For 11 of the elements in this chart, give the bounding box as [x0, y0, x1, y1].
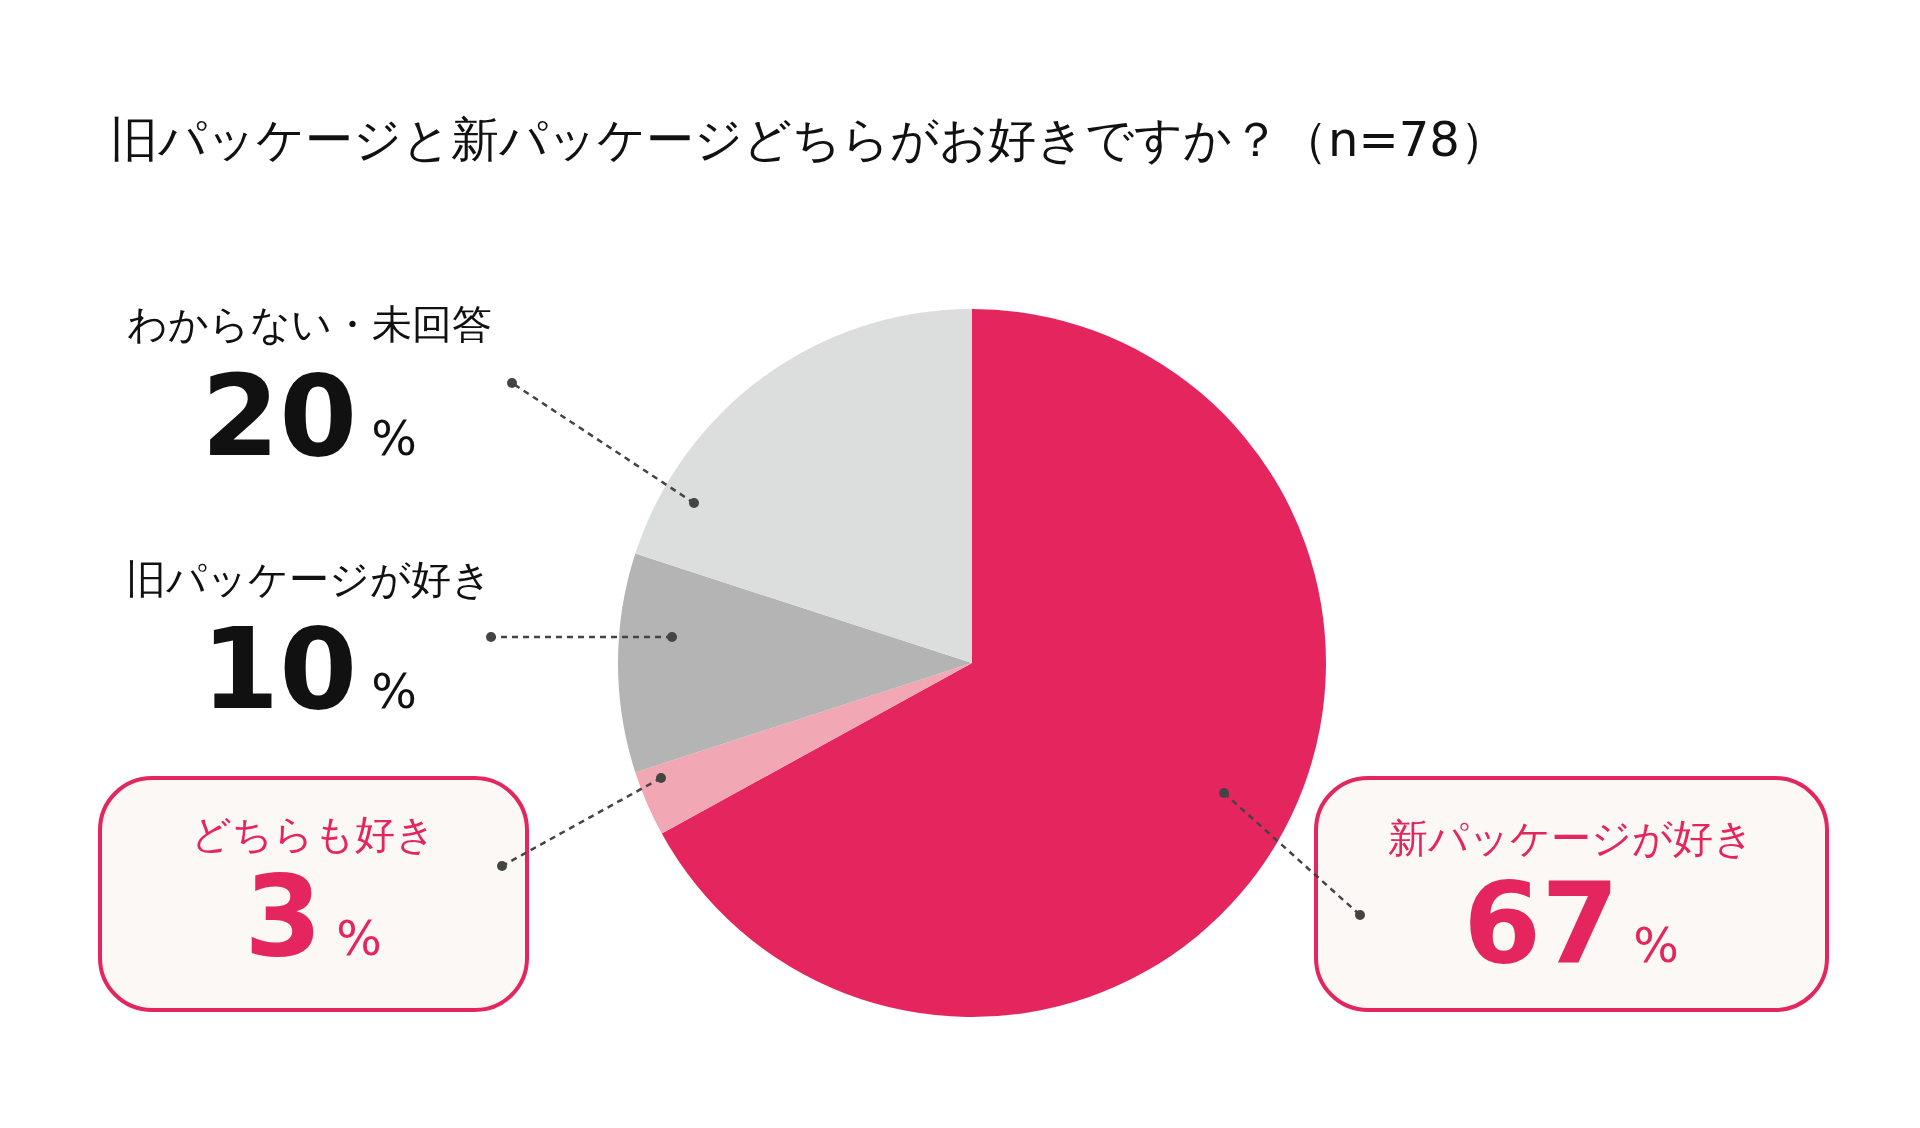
pie-slice	[661, 309, 1326, 1017]
pie-slice	[618, 553, 972, 773]
slice-label: 新パッケージが好き	[1388, 815, 1754, 861]
pie-slice	[635, 309, 972, 663]
data-label: 67%	[1463, 858, 1679, 988]
pie-slice	[635, 663, 972, 834]
slice-label: わからない・未回答	[126, 301, 492, 347]
slice-label: 旧パッケージが好き	[126, 556, 492, 602]
data-label: 20%	[201, 351, 417, 481]
chart-title: 旧パッケージと新パッケージどちらがお好きですか？（n=78）	[110, 110, 1508, 169]
data-label: 10%	[201, 604, 417, 734]
